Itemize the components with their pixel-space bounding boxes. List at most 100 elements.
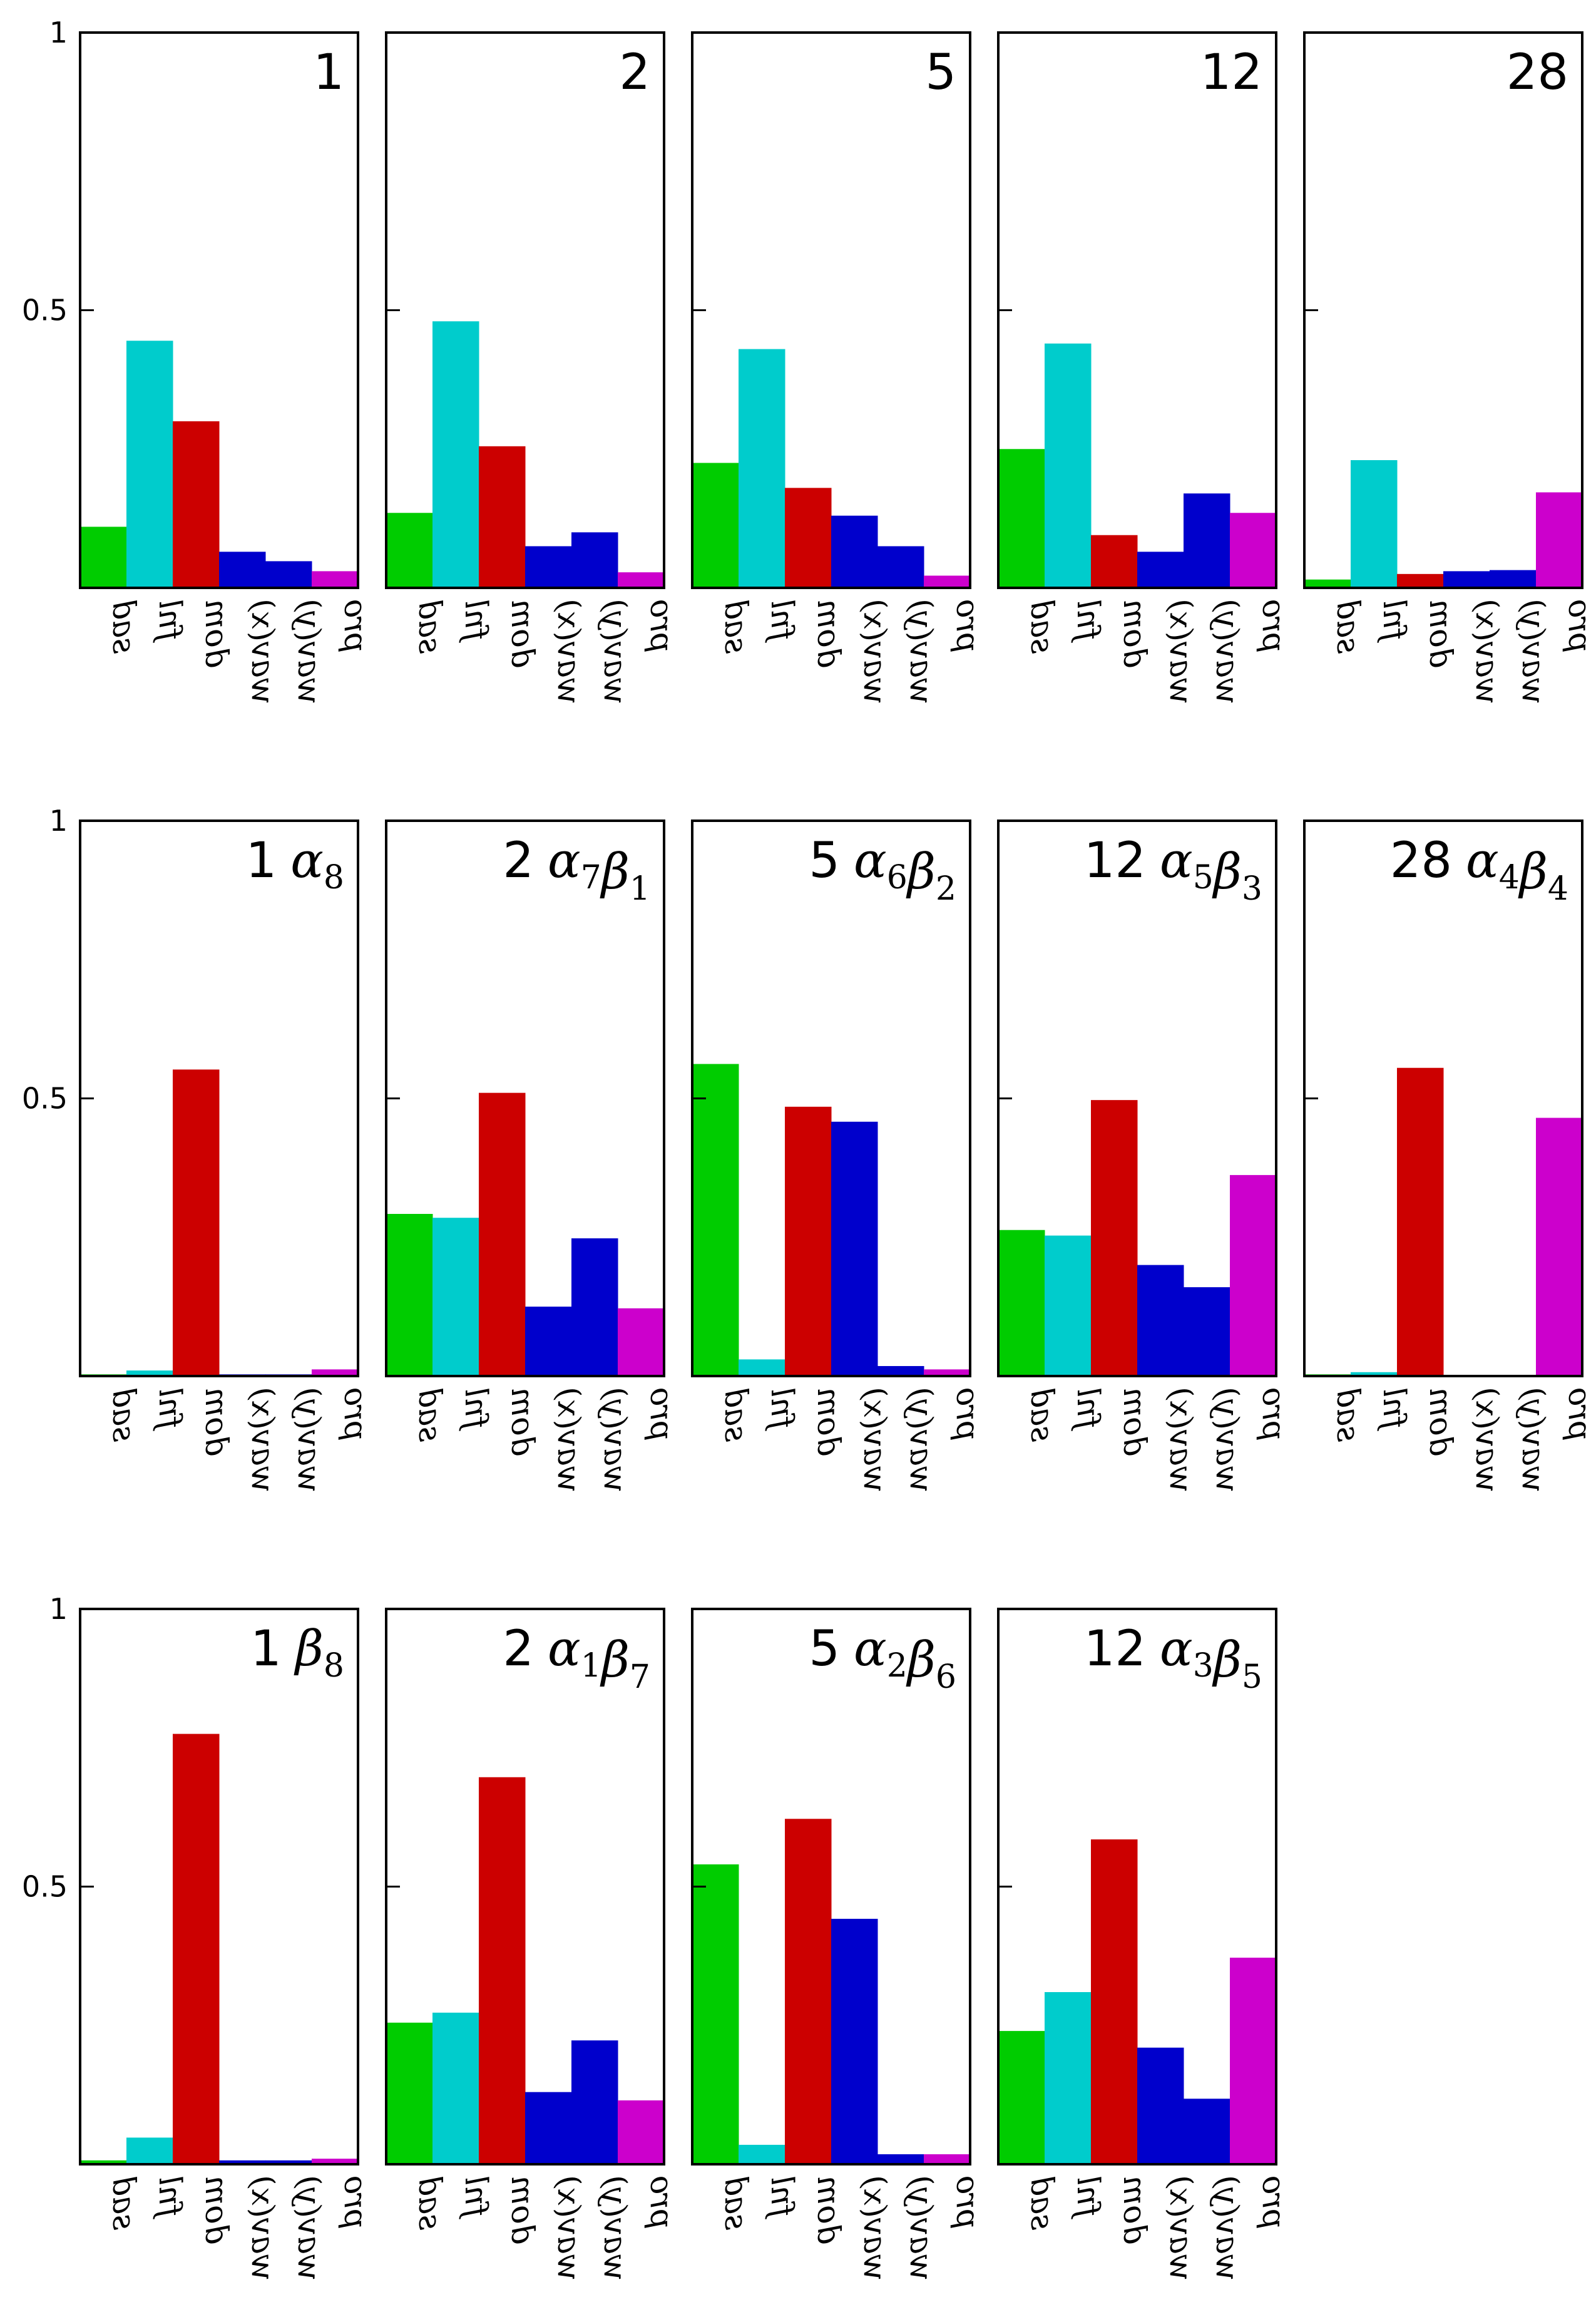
panel-number: 28: [1506, 44, 1568, 101]
bar-pro: [1230, 1958, 1277, 2164]
x-category-label: dom: [198, 2176, 235, 2244]
x-category-label: pro: [1256, 2176, 1292, 2229]
bar-sad: [692, 1864, 739, 2164]
x-category-label: sad: [1330, 599, 1366, 654]
x-category-label: dom: [504, 1387, 541, 1456]
panel-greek-letter: α: [1466, 833, 1499, 889]
bar-pro: [1230, 513, 1277, 588]
panel-9: 12 α5β3 sad fnl dom wav(x) wav(y) pro: [997, 819, 1292, 1493]
bar-dom: [1397, 1067, 1444, 1376]
y-tick-label: 1: [49, 804, 68, 838]
x-category-label: wav(x): [245, 2176, 281, 2281]
x-category-label: fnl: [458, 2176, 494, 2220]
bar-wavx: [831, 1121, 878, 1376]
bar-wavx: [525, 1307, 572, 1377]
panel-14: 12 α3β5 sad fnl dom wav(x) wav(y) pro: [997, 1608, 1292, 2281]
bar-wavx: [1137, 552, 1184, 588]
bar-wavy: [571, 1238, 618, 1376]
panel-greek-letter: β: [294, 1621, 324, 1677]
bar-wavy: [1490, 570, 1537, 588]
x-category-label: dom: [811, 599, 847, 668]
bar-wavx: [525, 2092, 572, 2164]
panel-greek-letter: α: [548, 1621, 581, 1677]
bar-pro: [618, 1308, 665, 1376]
x-category-label: dom: [198, 599, 235, 668]
x-category-label: wav(x): [1469, 1387, 1505, 1493]
x-category-label: wav(y): [1515, 1387, 1552, 1493]
x-category-label: fnl: [764, 1387, 801, 1432]
panel-number: 2: [503, 1621, 534, 1677]
x-category-label: wav(y): [1209, 2176, 1246, 2281]
x-category-label: dom: [1117, 599, 1153, 668]
x-category-label: pro: [949, 2176, 986, 2229]
bar-dom: [785, 1106, 832, 1376]
x-category-label: pro: [337, 1387, 374, 1441]
bar-sad: [386, 1214, 433, 1376]
panel-title: 2 α1β7: [503, 1621, 650, 1696]
x-category-label: fnl: [152, 1387, 188, 1432]
bar-pro: [618, 572, 665, 588]
bar-wavx: [525, 546, 572, 588]
bar-sad: [386, 513, 433, 588]
panel-number: 5: [925, 44, 956, 101]
x-category-label: pro: [1562, 1387, 1596, 1441]
bar-dom: [173, 1734, 220, 2164]
panel-title: 5 α2β6: [809, 1621, 956, 1696]
bar-fnl: [126, 2137, 173, 2164]
bar-wavy: [571, 532, 618, 588]
x-category-label: sad: [106, 1387, 142, 1442]
bar-dom: [1397, 573, 1444, 588]
bar-dom: [479, 1777, 526, 2164]
x-category-label: dom: [1117, 1387, 1153, 1456]
panel-number: 1: [250, 1621, 282, 1677]
x-category-label: fnl: [1070, 2176, 1107, 2220]
panel-greek-subscript: 6: [887, 859, 908, 897]
x-category-label: wav(x): [857, 1387, 893, 1493]
x-category-label: pro: [1256, 1387, 1292, 1441]
bar-sad: [998, 449, 1045, 588]
x-category-label: dom: [198, 1387, 235, 1456]
panel-greek-letter: β: [1212, 844, 1242, 900]
x-category-label: wav(x): [1163, 1387, 1199, 1493]
x-category-label: pro: [1256, 599, 1292, 653]
bar-fnl: [739, 1359, 785, 1376]
bar-fnl: [432, 1218, 479, 1376]
panel-greek-letter: α: [854, 1621, 887, 1677]
panel-5: 28 sad fnl dom wav(x) wav(y) pro: [1303, 31, 1596, 704]
panel-number: 1: [313, 44, 344, 101]
x-category-label: wav(x): [551, 1387, 587, 1493]
bar-fnl: [432, 2012, 479, 2164]
bar-dom: [785, 1819, 832, 2164]
panel-greek-subscript: 5: [1193, 859, 1214, 897]
bar-wavy: [1184, 2099, 1230, 2164]
bar-pro: [924, 1369, 971, 1376]
bar-wavy: [877, 1366, 924, 1376]
bar-wavx: [1443, 571, 1490, 588]
bar-wavy: [571, 2040, 618, 2164]
panel-greek-letter: β: [1212, 1632, 1242, 1688]
panel-1: 1 sad fnl dom wav(x) wav(y) pro: [79, 31, 374, 704]
bar-sad: [80, 2160, 127, 2164]
y-tick-label: 0.5: [22, 1082, 68, 1116]
x-category-label: sad: [718, 2176, 754, 2230]
panel-greek-subscript: 2: [936, 870, 956, 908]
x-category-label: wav(y): [291, 2176, 327, 2281]
x-category-label: fnl: [1376, 1387, 1413, 1432]
panel-number: 5: [809, 833, 840, 889]
y-tick-label: 1: [49, 16, 68, 49]
panel-greek-letter: α: [1160, 1621, 1193, 1677]
panel-greek-letter: β: [600, 1632, 630, 1688]
bar-sad: [998, 1230, 1045, 1376]
y-tick-label: 0.5: [22, 294, 68, 327]
x-category-label: sad: [1024, 1387, 1060, 1442]
x-category-label: sad: [718, 599, 754, 654]
panel-3: 5 sad fnl dom wav(x) wav(y) pro: [691, 31, 986, 704]
bar-wavx: [1137, 1265, 1184, 1376]
bar-pro: [312, 2159, 359, 2164]
x-category-label: fnl: [458, 1387, 494, 1432]
x-category-label: fnl: [458, 599, 494, 644]
panel-title: 1 α8: [246, 833, 344, 897]
bar-dom: [173, 1069, 220, 1376]
x-category-label: fnl: [152, 599, 188, 644]
